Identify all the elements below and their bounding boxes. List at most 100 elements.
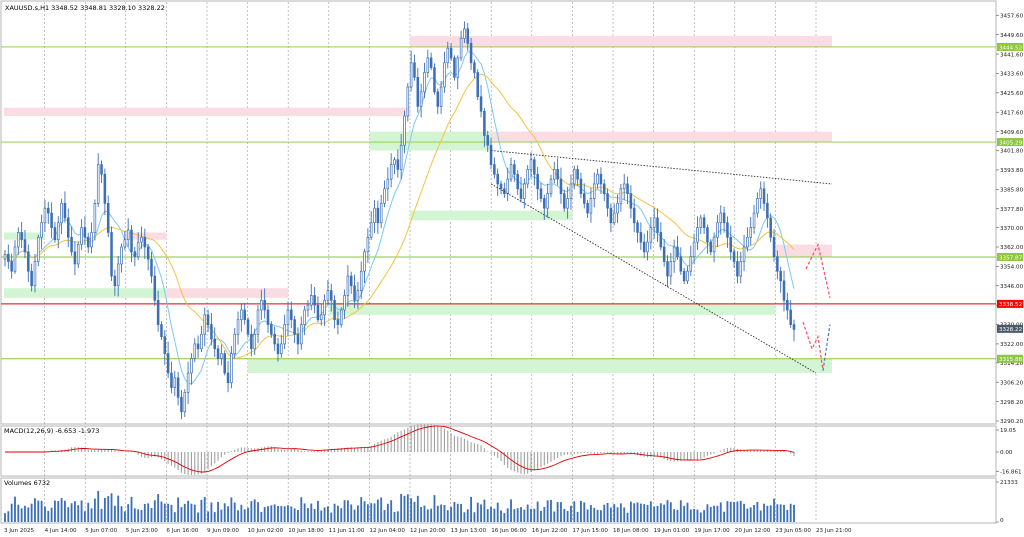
bearish-candle xyxy=(206,314,210,325)
volume-bar xyxy=(426,509,429,522)
volume-bar xyxy=(513,509,516,522)
time-tick-label: 4 Jun 14:00 xyxy=(45,528,77,534)
bearish-candle xyxy=(30,270,33,287)
bullish-candle xyxy=(233,333,236,354)
bearish-candle xyxy=(243,309,246,321)
macd-tick-label: 19.05 xyxy=(1000,428,1016,434)
price-tick-label: 3457.60 xyxy=(1000,13,1024,19)
bearish-candle xyxy=(679,256,683,272)
volume-bar xyxy=(629,501,632,522)
bearish-candle xyxy=(349,275,353,287)
price-axis: 3457.60 3449.60 3441.60 3433.60 3425.60 3417.… xyxy=(996,13,1024,425)
volume-bar xyxy=(67,507,70,522)
bullish-candle xyxy=(509,164,513,180)
volume-bar xyxy=(7,511,10,522)
volume-bar xyxy=(623,507,626,522)
volume-bar xyxy=(639,503,642,522)
volume-bar xyxy=(396,511,399,522)
volume-pane[interactable] xyxy=(0,477,997,524)
bearish-candle xyxy=(270,324,273,335)
volume-bar xyxy=(333,503,336,522)
plot-areas xyxy=(0,0,997,524)
bearish-candle xyxy=(779,270,782,282)
volume-bar xyxy=(257,502,259,522)
price-tick-label: 3370.00 xyxy=(1000,226,1024,232)
bearish-candle xyxy=(776,256,779,272)
volume-bar xyxy=(143,503,146,522)
bullish-candle xyxy=(696,227,699,243)
bearish-candle xyxy=(263,299,266,311)
volume-bar xyxy=(576,511,579,522)
volume-bar xyxy=(746,508,749,522)
volume-bar xyxy=(719,502,722,522)
bullish-candle xyxy=(672,246,676,262)
bullish-candle xyxy=(759,188,762,199)
bullish-candle xyxy=(699,217,703,228)
bearish-candle xyxy=(316,304,320,321)
bullish-candle xyxy=(200,333,203,350)
volume-bar xyxy=(273,504,276,522)
volume-bar xyxy=(793,504,795,522)
volume-bar xyxy=(197,512,200,522)
resistance-3444-label: 3444.52 xyxy=(999,45,1022,51)
volume-bar xyxy=(163,503,166,522)
volume-bar xyxy=(486,509,489,522)
bearish-candle xyxy=(293,319,296,335)
level-3357-label-bg xyxy=(997,252,1023,261)
bullish-candle xyxy=(596,173,599,185)
time-gridlines xyxy=(44,2,817,522)
bearish-candle xyxy=(83,227,87,238)
bearish-candle xyxy=(786,299,789,311)
volume-bar xyxy=(676,509,679,522)
bullish-candle xyxy=(310,295,313,306)
resistance-zone xyxy=(166,288,289,298)
bullish-candle xyxy=(426,57,430,73)
bearish-candle xyxy=(176,377,180,398)
volume-bar xyxy=(340,508,343,522)
slow-ma-line xyxy=(4,73,795,359)
volume-bar xyxy=(566,511,569,522)
volume-bar xyxy=(4,513,6,522)
bearish-candle xyxy=(709,241,713,253)
volume-bar xyxy=(34,498,36,522)
bearish-candle xyxy=(210,324,213,340)
volume-bar xyxy=(270,505,273,522)
bullish-candle xyxy=(549,178,553,195)
volume-bar xyxy=(646,504,649,522)
bearish-candle xyxy=(473,62,476,73)
bullish-candle xyxy=(716,222,719,238)
bullish-candle xyxy=(17,232,20,248)
bullish-candle xyxy=(553,169,556,180)
support-zone xyxy=(410,210,573,221)
volume-bar xyxy=(520,507,522,522)
volume-bar xyxy=(353,509,356,522)
volume-bar xyxy=(90,508,93,522)
bearish-candle xyxy=(73,251,77,265)
bearish-candle xyxy=(702,217,706,228)
bearish-candle xyxy=(642,241,646,253)
volume-bar xyxy=(593,507,596,522)
bearish-candle xyxy=(519,188,523,199)
bearish-candle xyxy=(706,227,709,243)
price-tick-label: 3362.00 xyxy=(1000,245,1024,251)
volume-bar xyxy=(523,509,526,522)
bullish-candle xyxy=(573,169,576,185)
bullish-candle xyxy=(619,188,623,204)
bearish-candle xyxy=(556,169,559,180)
resistance-zone xyxy=(125,232,167,240)
bearish-candle xyxy=(639,232,643,243)
resistance-zone xyxy=(775,244,832,257)
bullish-candle xyxy=(742,246,746,262)
bearish-candle xyxy=(106,203,110,233)
bearish-candle xyxy=(223,353,226,374)
volume-bar xyxy=(580,500,582,522)
volume-bar xyxy=(350,504,353,522)
bearish-candle xyxy=(63,203,67,219)
macd-pane[interactable] xyxy=(0,425,997,477)
volume-bar xyxy=(293,508,296,522)
support-3315-label-bg xyxy=(997,354,1023,363)
volume-bar xyxy=(220,509,223,522)
volume-bar xyxy=(193,504,196,522)
time-tick-label: 10 Jun 02:00 xyxy=(248,528,284,534)
